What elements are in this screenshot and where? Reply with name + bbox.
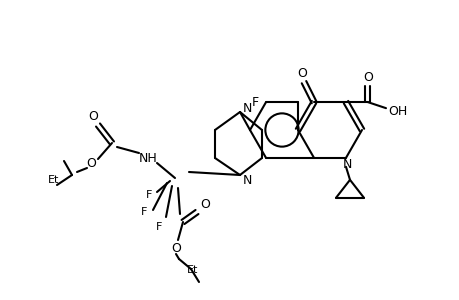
Text: Et: Et <box>187 265 198 275</box>
Text: O: O <box>171 242 180 256</box>
Text: O: O <box>88 110 98 122</box>
Text: F: F <box>156 222 162 232</box>
Text: O: O <box>362 71 372 84</box>
Text: N: N <box>341 158 351 171</box>
Text: N: N <box>242 173 251 187</box>
Text: O: O <box>297 67 306 80</box>
Text: O: O <box>200 199 209 212</box>
Text: F: F <box>146 190 152 200</box>
Text: N: N <box>242 101 251 115</box>
Text: F: F <box>251 96 258 109</box>
Text: O: O <box>86 157 96 169</box>
Text: NH: NH <box>138 152 157 164</box>
Text: OH: OH <box>387 105 407 118</box>
Text: Et: Et <box>48 175 60 185</box>
Text: F: F <box>140 207 147 217</box>
